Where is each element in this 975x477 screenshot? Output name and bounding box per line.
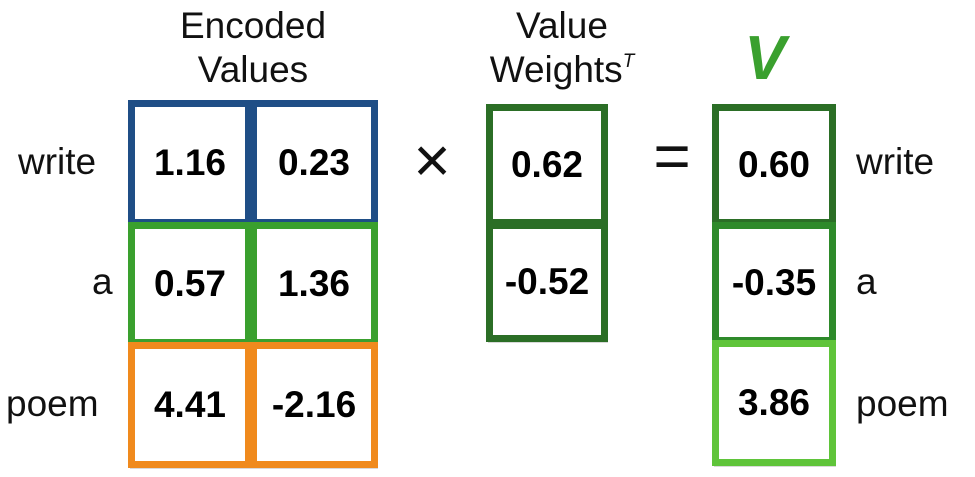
- value-weights-header-word: Weights: [489, 49, 623, 90]
- transpose-superscript: T: [622, 51, 635, 72]
- row-label-write-right: write: [856, 141, 935, 182]
- v-output-cell: 0.60: [712, 104, 836, 226]
- value-weights-header-line1: Value: [516, 5, 608, 46]
- value-weight-cell: -0.52: [486, 222, 608, 342]
- value-weight-cell: 0.62: [486, 104, 608, 226]
- encoded-values-header-line2: Values: [197, 49, 309, 90]
- row-label-a-left: a: [92, 261, 113, 302]
- encoded-value-cell: 1.36: [250, 222, 378, 346]
- encoded-value-cell: 0.57: [128, 222, 252, 346]
- row-label-a-right: a: [856, 261, 877, 302]
- value-weights-header-line2: WeightsT: [462, 48, 662, 92]
- v-output-cell: -0.35: [712, 222, 836, 344]
- encoded-value-cell: 1.16: [128, 100, 252, 226]
- equals-operator: =: [653, 120, 691, 192]
- multiply-operator: ×: [413, 124, 451, 196]
- encoded-values-header-line1: Encoded: [179, 5, 327, 46]
- row-label-write-left: write: [18, 141, 97, 182]
- value-weights-header: Value WeightsT: [462, 4, 662, 92]
- row-label-poem-right: poem: [856, 383, 949, 424]
- v-output-cell: 3.86: [712, 340, 836, 466]
- encoded-values-header: Encoded Values: [128, 4, 378, 92]
- encoded-value-cell: -2.16: [250, 342, 378, 468]
- encoded-value-cell: 0.23: [250, 100, 378, 226]
- encoded-value-cell: 4.41: [128, 342, 252, 468]
- v-output-title: V: [744, 24, 786, 93]
- row-label-poem-left: poem: [6, 383, 99, 424]
